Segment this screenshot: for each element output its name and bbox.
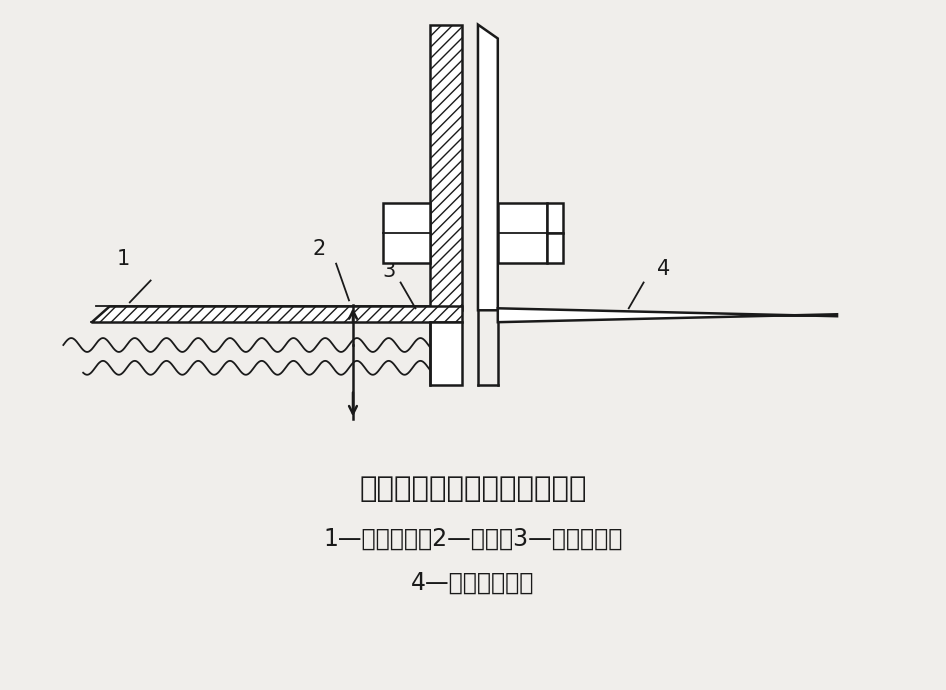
Polygon shape: [430, 25, 462, 310]
Bar: [548, 233, 563, 263]
Text: 4—镀锌钢板压条: 4—镀锌钢板压条: [412, 571, 534, 595]
Text: 1—柔性短管；2—铆钉；3—角钢法兰；: 1—柔性短管；2—铆钉；3—角钢法兰；: [324, 526, 622, 551]
Bar: [548, 203, 563, 233]
Bar: [430, 322, 462, 385]
Bar: [498, 203, 548, 263]
Text: 4: 4: [657, 259, 670, 279]
Polygon shape: [498, 308, 837, 322]
Polygon shape: [91, 306, 462, 322]
Text: 2: 2: [312, 239, 325, 259]
Text: 柔性短管与角钢法兰连接示意: 柔性短管与角钢法兰连接示意: [359, 475, 587, 503]
Polygon shape: [478, 25, 498, 310]
Bar: [383, 203, 430, 263]
Text: 1: 1: [116, 248, 130, 268]
Text: 3: 3: [382, 261, 395, 281]
